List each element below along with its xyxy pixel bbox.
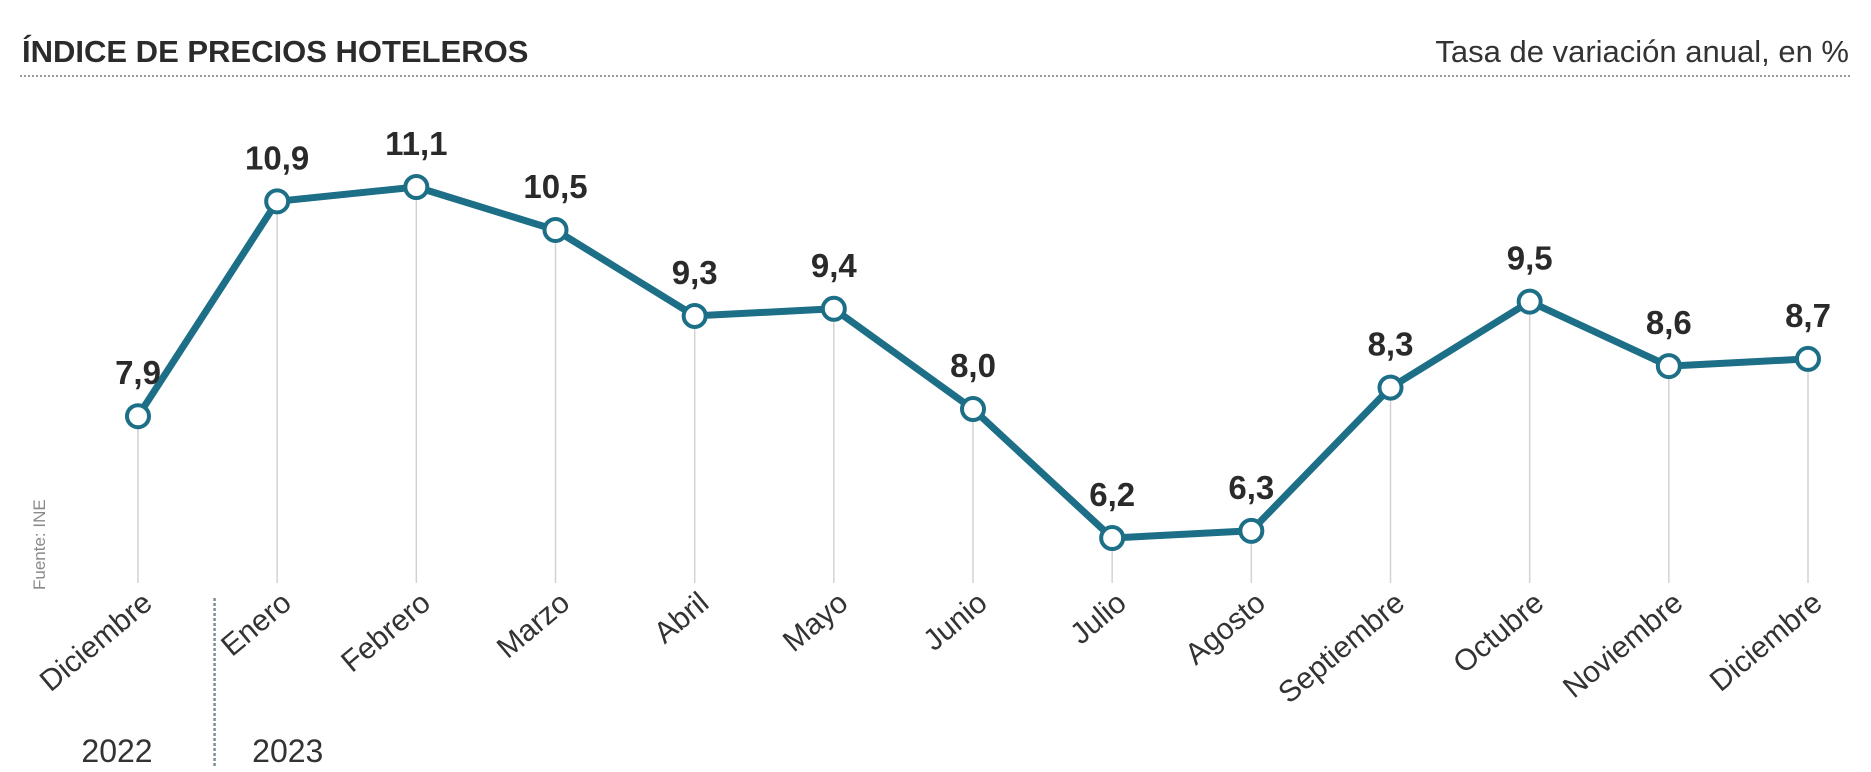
data-label-6: 8,0: [950, 347, 996, 384]
data-point-2: [403, 174, 430, 200]
source-note: Fuente: INE: [30, 499, 49, 590]
data-point-3: [542, 216, 569, 243]
data-point-6: [960, 396, 986, 423]
data-label-9: 8,3: [1368, 326, 1414, 363]
year-labels: 2022 2023: [81, 733, 323, 769]
tick-label-10: Octubre: [1447, 586, 1550, 680]
data-point-1: [264, 188, 291, 215]
data-label-3: 10,5: [523, 168, 587, 205]
data-point-12: [1795, 345, 1821, 372]
chart-subtitle: Tasa de variación anual, en %: [1435, 34, 1849, 69]
data-point-7: [1099, 525, 1126, 551]
data-label-7: 6,2: [1089, 476, 1135, 513]
data-point-10: [1516, 288, 1543, 315]
tick-label-9: Septiembre: [1272, 586, 1411, 710]
data-label-1: 10,9: [245, 139, 309, 176]
data-point-4: [681, 302, 708, 329]
tick-label-5: Mayo: [777, 586, 854, 658]
data-point-9: [1377, 374, 1404, 401]
year-label-2023: 2023: [252, 733, 323, 769]
year-label-2022: 2022: [81, 733, 152, 769]
x-axis-ticks: Diciembre Enero Febrero Marzo Abril Mayo Junio…: [34, 586, 1829, 710]
data-point-11: [1655, 353, 1682, 380]
data-point-0: [125, 403, 151, 430]
data-label-11: 8,6: [1646, 304, 1692, 341]
data-label-2: 11,1: [385, 125, 447, 162]
data-label-12: 8,7: [1785, 297, 1831, 334]
tick-label-1: Enero: [215, 586, 298, 663]
tick-label-0: Diciembre: [34, 586, 159, 698]
data-labels-group: 7,9 10,9 11,1 10,5 9,3 9,4 8,0 6,2 6,3 8,3 9,5 8,6 8…: [115, 125, 1831, 513]
data-label-10: 9,5: [1507, 240, 1553, 277]
data-point-8: [1238, 517, 1265, 544]
tick-label-7: Julio: [1064, 586, 1132, 651]
tick-label-12: Diciembre: [1704, 586, 1829, 698]
data-label-8: 6,3: [1228, 469, 1274, 506]
tick-label-6: Junio: [917, 586, 993, 657]
tick-label-3: Marzo: [491, 586, 576, 665]
tick-label-4: Abril: [648, 586, 715, 650]
tick-label-8: Agosto: [1179, 586, 1272, 671]
markers-group: [125, 174, 1821, 551]
data-label-5: 9,4: [811, 247, 858, 284]
gridlines: [137, 187, 1809, 583]
data-label-0: 7,9: [115, 354, 161, 391]
tick-label-2: Febrero: [335, 586, 437, 679]
chart-title: ÍNDICE DE PRECIOS HOTELEROS: [22, 34, 528, 69]
data-label-4: 9,3: [672, 254, 718, 291]
tick-label-11: Noviembre: [1557, 586, 1689, 705]
data-point-5: [820, 295, 847, 322]
